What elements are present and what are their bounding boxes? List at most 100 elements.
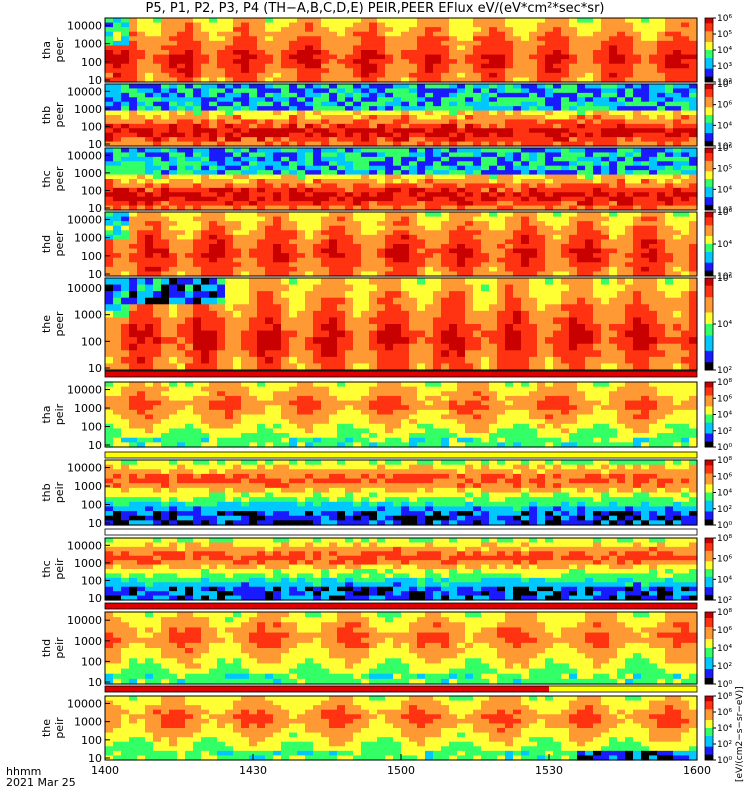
heat-cell (649, 97, 658, 103)
heat-cell (281, 244, 290, 250)
heat-cell (225, 132, 234, 138)
heat-cell (129, 291, 138, 299)
heat-cell (561, 271, 570, 277)
heat-cell (481, 324, 490, 332)
heat-cell (617, 317, 626, 325)
heat-cell (169, 36, 178, 42)
heat-cell (545, 170, 554, 176)
y-tick-label: 100 (81, 56, 102, 69)
heat-cell (433, 128, 442, 134)
heat-cell (329, 253, 338, 259)
heat-cell (433, 92, 442, 98)
heat-cell (617, 230, 626, 236)
heat-cell (681, 77, 690, 83)
heat-cell (665, 179, 674, 185)
heat-cell (665, 77, 674, 83)
heat-cell (169, 174, 178, 180)
heat-cell (441, 212, 450, 218)
heat-cell (521, 132, 530, 138)
colorbar-step (705, 204, 713, 208)
heat-cell (641, 88, 650, 94)
heat-cell (145, 225, 154, 231)
heat-cell (209, 97, 218, 103)
heat-cell (241, 187, 250, 193)
heat-cell (129, 284, 138, 292)
heat-cell (449, 271, 458, 277)
heat-cell (521, 239, 530, 245)
heat-cell (225, 221, 234, 227)
heat-cell (321, 148, 330, 154)
heat-cell (657, 132, 666, 138)
heat-cell (505, 310, 514, 319)
heat-cell (497, 18, 506, 24)
heat-cell (553, 239, 562, 245)
heat-cell (137, 221, 146, 227)
heat-cell (473, 84, 482, 90)
heat-cell (513, 284, 522, 292)
heat-cell (617, 248, 626, 254)
heat-cell (393, 248, 402, 254)
heat-cell (169, 324, 178, 332)
heat-cell (233, 201, 242, 207)
heat-cell (529, 266, 538, 273)
heat-cell (497, 304, 506, 312)
heat-cell (313, 196, 322, 202)
heat-cell (481, 141, 490, 147)
heat-cell (361, 244, 370, 250)
heat-cell (257, 230, 266, 236)
heat-cell (153, 284, 162, 292)
heat-cell (105, 248, 114, 254)
heat-cell (105, 115, 114, 121)
heat-cell (113, 115, 122, 121)
heat-cell (201, 54, 210, 60)
heat-cell (529, 278, 538, 286)
heat-cell (129, 97, 138, 103)
heat-cell (377, 271, 386, 277)
heat-cell (529, 248, 538, 254)
heat-cell (369, 266, 378, 273)
heat-cell (129, 50, 138, 56)
heat-cell (297, 248, 306, 254)
heat-cell (209, 88, 218, 94)
heat-cell (505, 183, 514, 189)
heat-cell (321, 88, 330, 94)
heat-cell (305, 72, 314, 79)
heat-cell (153, 257, 162, 263)
heat-cell (609, 192, 618, 198)
heat-cell (441, 27, 450, 33)
heat-cell (225, 310, 234, 319)
heat-cell (225, 330, 234, 338)
heat-cell (473, 304, 482, 312)
heat-cell (577, 63, 586, 69)
heat-cell (281, 165, 290, 171)
heat-cell (401, 97, 410, 103)
colorbar-step (705, 102, 713, 106)
heat-cell (505, 216, 514, 222)
heat-cell (313, 101, 322, 107)
heat-cell (449, 304, 458, 312)
heat-cell (513, 239, 522, 245)
heat-cell (513, 248, 522, 254)
heat-cell (601, 297, 610, 305)
heat-cell (441, 291, 450, 299)
heat-cell (281, 59, 290, 65)
heat-cell (233, 156, 242, 162)
heat-cell (193, 271, 202, 277)
heat-cell (665, 22, 674, 28)
heat-cell (385, 88, 394, 94)
heat-cell (289, 45, 298, 51)
heat-cell (289, 63, 298, 69)
heat-cell (425, 54, 434, 60)
heat-cell (521, 148, 530, 154)
heat-cell (601, 18, 610, 24)
heat-cell (681, 156, 690, 162)
heat-cell (633, 216, 642, 222)
heat-cell (489, 152, 498, 158)
heat-cell (513, 63, 522, 69)
heat-cell (561, 187, 570, 193)
heat-cell (433, 165, 442, 171)
heat-cell (545, 183, 554, 189)
heat-cell (561, 50, 570, 56)
heat-cell (161, 92, 170, 98)
heat-cell (545, 304, 554, 312)
